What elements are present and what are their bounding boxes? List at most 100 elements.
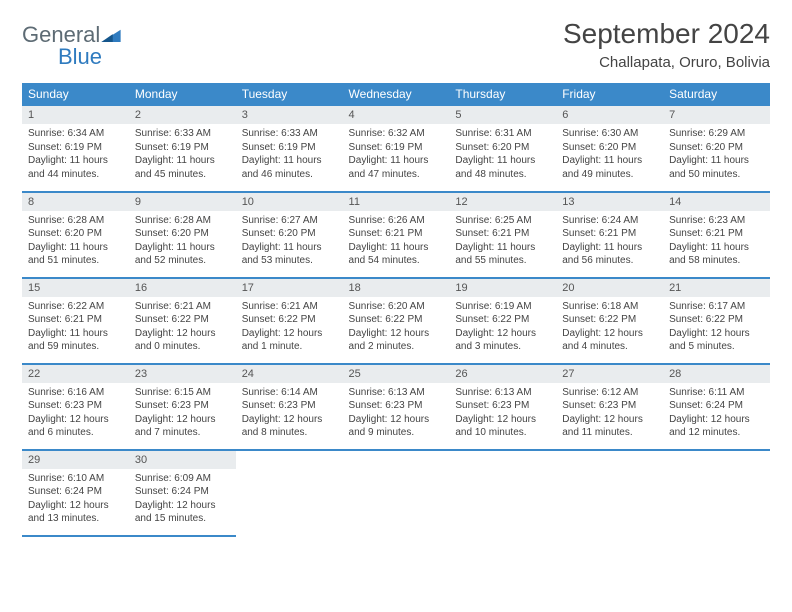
daylight-text: Daylight: 12 hours and 9 minutes. [349,413,444,440]
daylight-text: Daylight: 11 hours and 56 minutes. [562,241,657,268]
calendar-day-cell: 25Sunrise: 6:13 AMSunset: 6:23 PMDayligh… [343,364,450,450]
sunset-text: Sunset: 6:21 PM [349,227,444,241]
logo-text-blue: Blue [58,44,102,69]
sunset-text: Sunset: 6:21 PM [455,227,550,241]
calendar-day-cell: 27Sunrise: 6:12 AMSunset: 6:23 PMDayligh… [556,364,663,450]
sunset-text: Sunset: 6:21 PM [669,227,764,241]
sunset-text: Sunset: 6:20 PM [135,227,230,241]
sunrise-text: Sunrise: 6:23 AM [669,214,764,228]
day-number: 16 [129,279,236,297]
day-number: 12 [449,193,556,211]
sunrise-text: Sunrise: 6:16 AM [28,386,123,400]
sunset-text: Sunset: 6:23 PM [562,399,657,413]
day-number: 8 [22,193,129,211]
calendar-day-cell: 28Sunrise: 6:11 AMSunset: 6:24 PMDayligh… [663,364,770,450]
day-number: 6 [556,106,663,124]
daylight-text: Daylight: 12 hours and 0 minutes. [135,327,230,354]
calendar-day-cell: 26Sunrise: 6:13 AMSunset: 6:23 PMDayligh… [449,364,556,450]
calendar-week-row: 1Sunrise: 6:34 AMSunset: 6:19 PMDaylight… [22,106,770,192]
calendar-day-cell [663,450,770,536]
sunset-text: Sunset: 6:20 PM [28,227,123,241]
calendar-day-cell: 3Sunrise: 6:33 AMSunset: 6:19 PMDaylight… [236,106,343,192]
calendar-header-row: SundayMondayTuesdayWednesdayThursdayFrid… [22,83,770,106]
sunrise-text: Sunrise: 6:21 AM [135,300,230,314]
daylight-text: Daylight: 12 hours and 3 minutes. [455,327,550,354]
day-number: 10 [236,193,343,211]
sunset-text: Sunset: 6:20 PM [242,227,337,241]
sunrise-text: Sunrise: 6:13 AM [349,386,444,400]
daylight-text: Daylight: 11 hours and 48 minutes. [455,154,550,181]
calendar-week-row: 8Sunrise: 6:28 AMSunset: 6:20 PMDaylight… [22,192,770,278]
title-block: September 2024 Challapata, Oruro, Bolivi… [563,18,770,71]
sunrise-text: Sunrise: 6:33 AM [135,127,230,141]
day-number: 11 [343,193,450,211]
day-content: Sunrise: 6:18 AMSunset: 6:22 PMDaylight:… [556,297,663,360]
sunset-text: Sunset: 6:19 PM [349,141,444,155]
daylight-text: Daylight: 11 hours and 49 minutes. [562,154,657,181]
weekday-header: Friday [556,83,663,106]
calendar-day-cell: 19Sunrise: 6:19 AMSunset: 6:22 PMDayligh… [449,278,556,364]
sunrise-text: Sunrise: 6:28 AM [28,214,123,228]
day-content: Sunrise: 6:14 AMSunset: 6:23 PMDaylight:… [236,383,343,446]
daylight-text: Daylight: 11 hours and 53 minutes. [242,241,337,268]
daylight-text: Daylight: 11 hours and 50 minutes. [669,154,764,181]
sunrise-text: Sunrise: 6:15 AM [135,386,230,400]
day-content: Sunrise: 6:22 AMSunset: 6:21 PMDaylight:… [22,297,129,360]
sunset-text: Sunset: 6:20 PM [562,141,657,155]
day-number: 17 [236,279,343,297]
day-content: Sunrise: 6:28 AMSunset: 6:20 PMDaylight:… [129,211,236,274]
calendar-day-cell: 9Sunrise: 6:28 AMSunset: 6:20 PMDaylight… [129,192,236,278]
day-content: Sunrise: 6:10 AMSunset: 6:24 PMDaylight:… [22,469,129,532]
daylight-text: Daylight: 11 hours and 45 minutes. [135,154,230,181]
sunrise-text: Sunrise: 6:29 AM [669,127,764,141]
sunrise-text: Sunrise: 6:17 AM [669,300,764,314]
sunrise-text: Sunrise: 6:09 AM [135,472,230,486]
daylight-text: Daylight: 11 hours and 59 minutes. [28,327,123,354]
daylight-text: Daylight: 12 hours and 10 minutes. [455,413,550,440]
sunset-text: Sunset: 6:23 PM [135,399,230,413]
daylight-text: Daylight: 11 hours and 58 minutes. [669,241,764,268]
daylight-text: Daylight: 11 hours and 54 minutes. [349,241,444,268]
sunrise-text: Sunrise: 6:28 AM [135,214,230,228]
calendar-day-cell: 5Sunrise: 6:31 AMSunset: 6:20 PMDaylight… [449,106,556,192]
calendar-week-row: 29Sunrise: 6:10 AMSunset: 6:24 PMDayligh… [22,450,770,536]
calendar-day-cell: 1Sunrise: 6:34 AMSunset: 6:19 PMDaylight… [22,106,129,192]
day-content: Sunrise: 6:26 AMSunset: 6:21 PMDaylight:… [343,211,450,274]
daylight-text: Daylight: 12 hours and 8 minutes. [242,413,337,440]
calendar-day-cell: 4Sunrise: 6:32 AMSunset: 6:19 PMDaylight… [343,106,450,192]
sunset-text: Sunset: 6:23 PM [28,399,123,413]
day-content: Sunrise: 6:21 AMSunset: 6:22 PMDaylight:… [236,297,343,360]
day-content: Sunrise: 6:13 AMSunset: 6:23 PMDaylight:… [449,383,556,446]
sunrise-text: Sunrise: 6:34 AM [28,127,123,141]
calendar-day-cell: 11Sunrise: 6:26 AMSunset: 6:21 PMDayligh… [343,192,450,278]
sunrise-text: Sunrise: 6:11 AM [669,386,764,400]
day-content: Sunrise: 6:19 AMSunset: 6:22 PMDaylight:… [449,297,556,360]
calendar-day-cell [556,450,663,536]
sunrise-text: Sunrise: 6:30 AM [562,127,657,141]
sunrise-text: Sunrise: 6:22 AM [28,300,123,314]
day-content: Sunrise: 6:11 AMSunset: 6:24 PMDaylight:… [663,383,770,446]
day-number: 29 [22,451,129,469]
calendar-day-cell [343,450,450,536]
day-number: 14 [663,193,770,211]
day-content: Sunrise: 6:21 AMSunset: 6:22 PMDaylight:… [129,297,236,360]
sunrise-text: Sunrise: 6:20 AM [349,300,444,314]
daylight-text: Daylight: 12 hours and 15 minutes. [135,499,230,526]
sunset-text: Sunset: 6:22 PM [242,313,337,327]
sunset-text: Sunset: 6:21 PM [28,313,123,327]
calendar-day-cell: 23Sunrise: 6:15 AMSunset: 6:23 PMDayligh… [129,364,236,450]
day-content: Sunrise: 6:20 AMSunset: 6:22 PMDaylight:… [343,297,450,360]
day-number: 2 [129,106,236,124]
daylight-text: Daylight: 11 hours and 55 minutes. [455,241,550,268]
sunrise-text: Sunrise: 6:21 AM [242,300,337,314]
daylight-text: Daylight: 12 hours and 2 minutes. [349,327,444,354]
day-content: Sunrise: 6:29 AMSunset: 6:20 PMDaylight:… [663,124,770,187]
sunrise-text: Sunrise: 6:12 AM [562,386,657,400]
sunrise-text: Sunrise: 6:13 AM [455,386,550,400]
sunset-text: Sunset: 6:22 PM [669,313,764,327]
calendar-day-cell: 12Sunrise: 6:25 AMSunset: 6:21 PMDayligh… [449,192,556,278]
day-number: 13 [556,193,663,211]
daylight-text: Daylight: 11 hours and 52 minutes. [135,241,230,268]
sunset-text: Sunset: 6:23 PM [242,399,337,413]
sunset-text: Sunset: 6:24 PM [669,399,764,413]
